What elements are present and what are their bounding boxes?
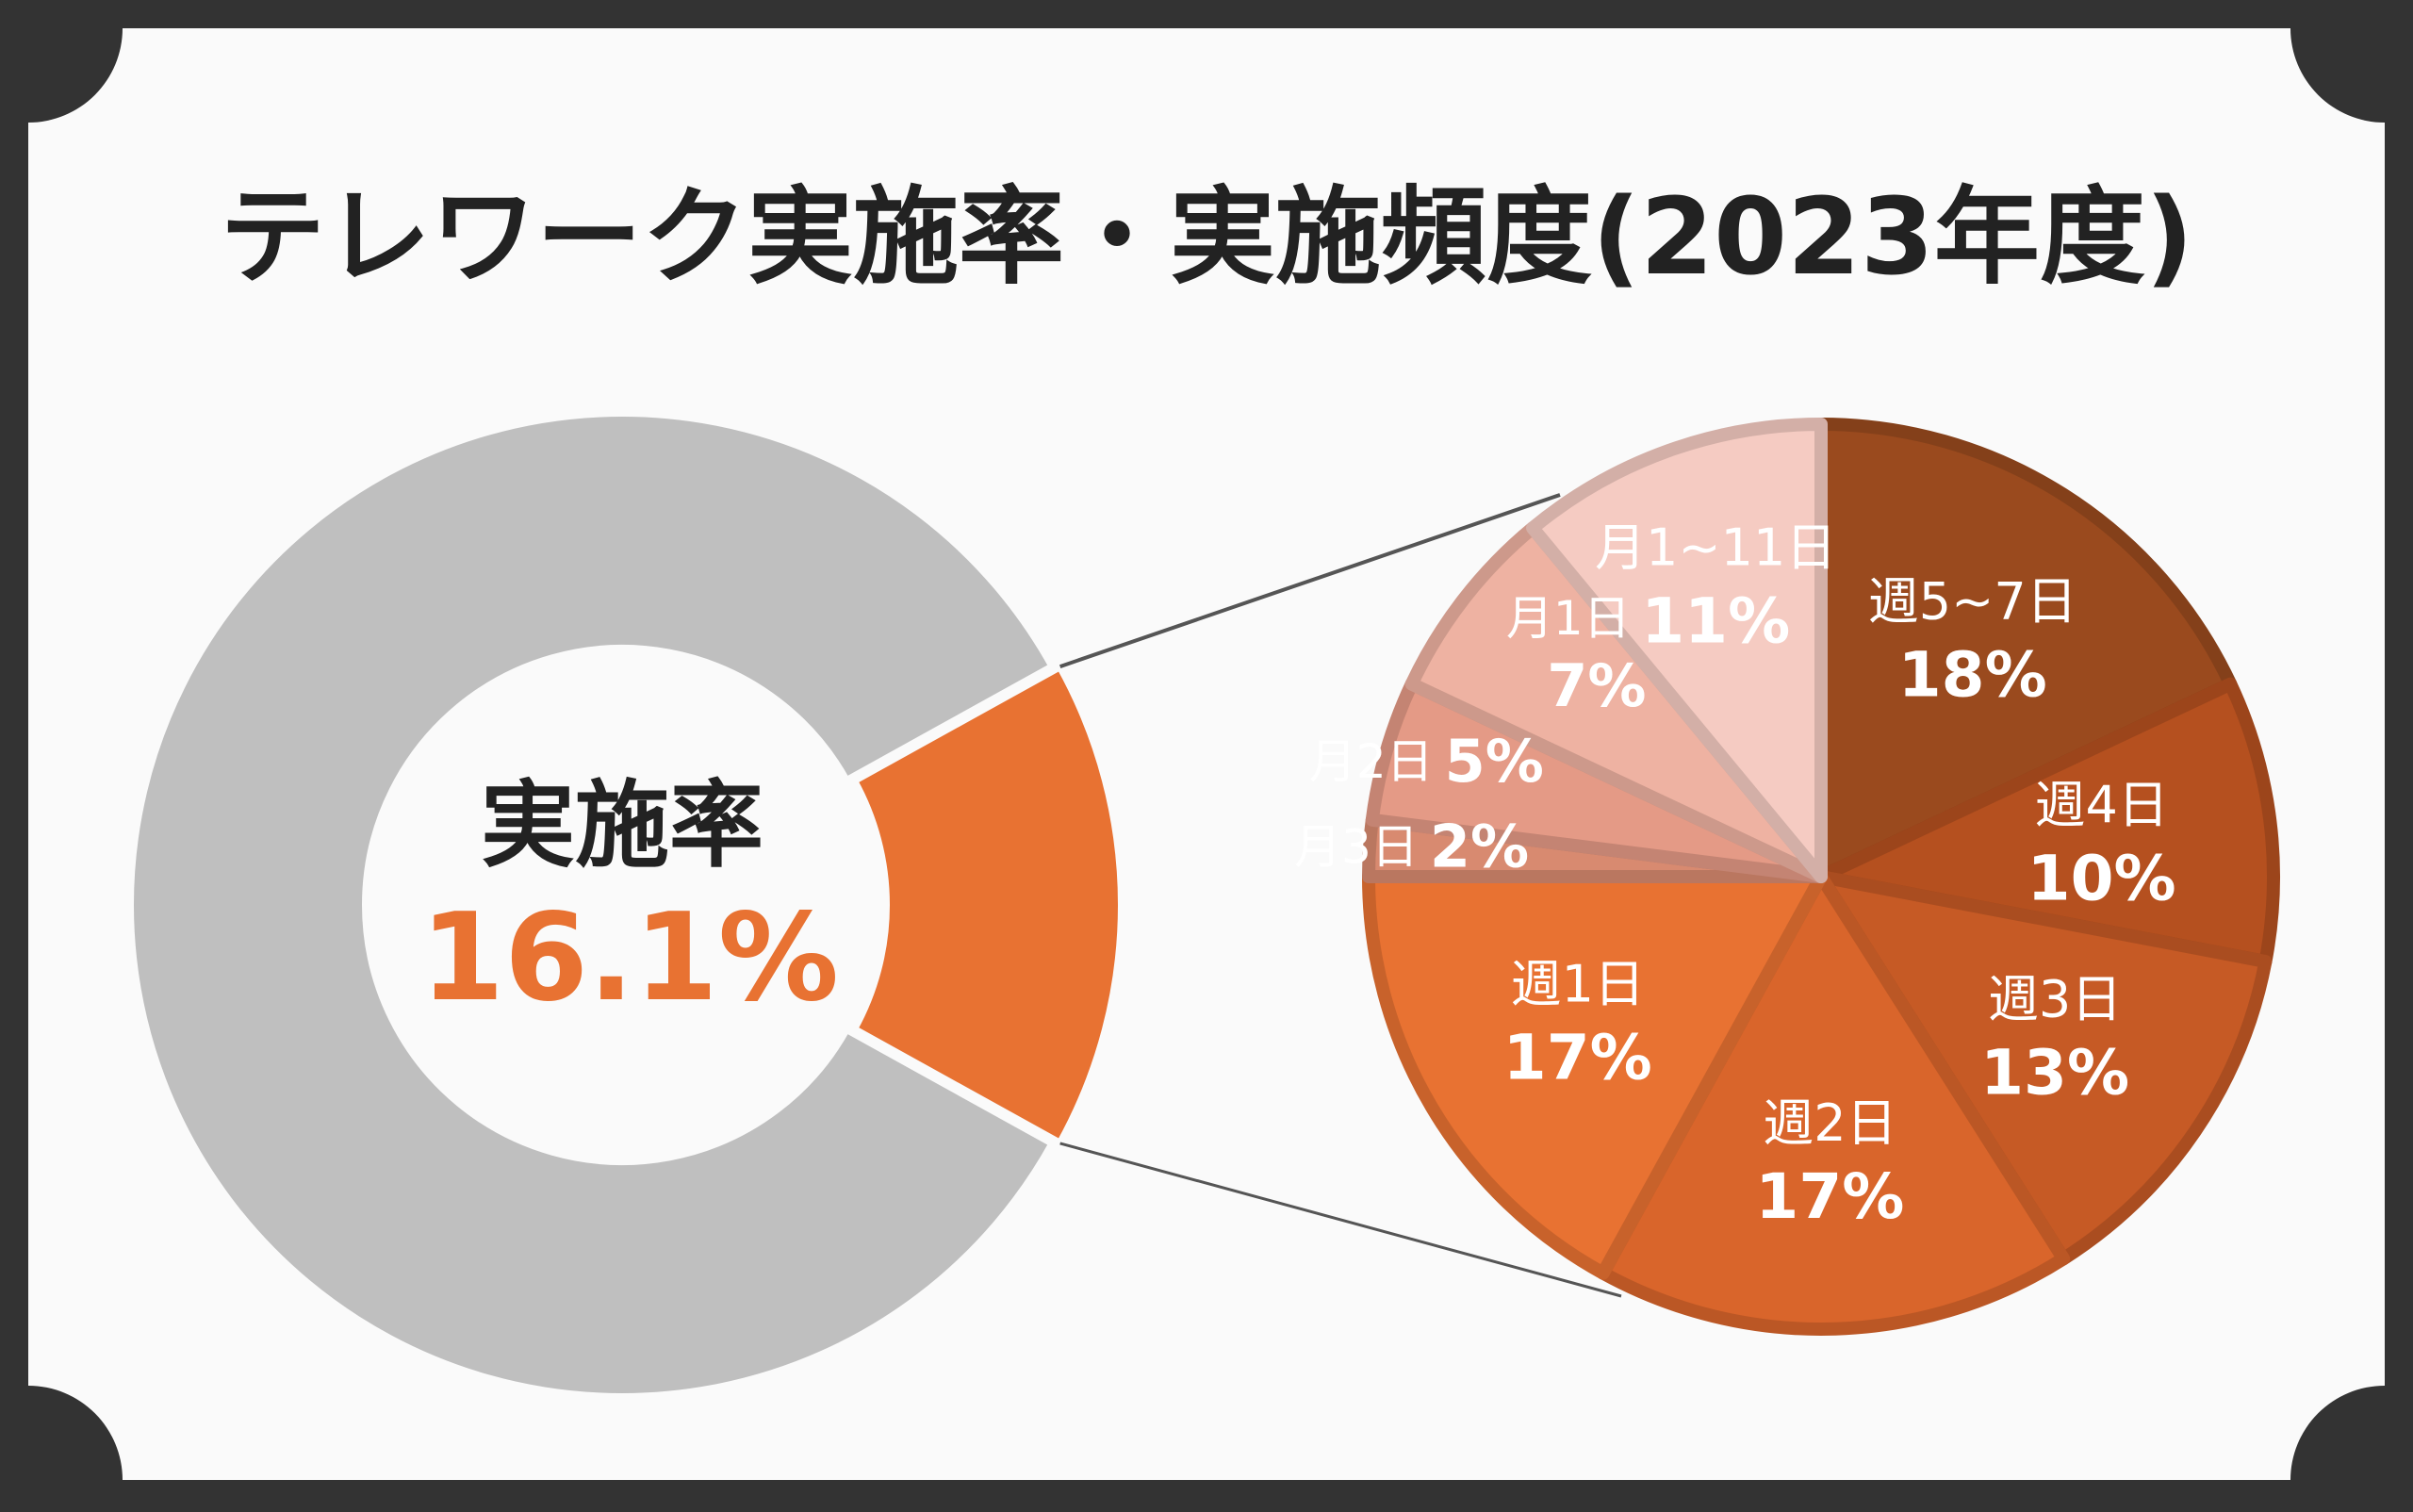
pie-label-name-1: 週4日 bbox=[2034, 775, 2168, 834]
pie-label-name-5: 月3日 bbox=[1294, 820, 1419, 875]
frequency-pie-chart: 週5~7日 18% 週4日 10% 週3日 13% 週2日 17% 週1日 17% 月3日 2% 月2日… bbox=[1294, 418, 2280, 1336]
donut-center-label: 実施率 bbox=[481, 770, 763, 880]
pie-label-value-0: 18% bbox=[1898, 639, 2047, 712]
connector-lines bbox=[1059, 493, 1622, 1298]
pie-slice-8 bbox=[1526, 418, 1828, 883]
connector-line-bottom bbox=[1059, 1142, 1622, 1298]
connector-line-top bbox=[1059, 493, 1561, 668]
pie-slice-2 bbox=[1814, 870, 2273, 1266]
donut-slice-rest bbox=[126, 409, 1059, 1401]
pie-label-value-1: 10% bbox=[2027, 842, 2176, 914]
pie-label-value-2: 13% bbox=[1980, 1037, 2129, 1109]
pie-label-value-8: 11% bbox=[1641, 585, 1790, 658]
pie-label-name-4: 週1日 bbox=[1511, 955, 1645, 1014]
pie-label-value-4: 17% bbox=[1503, 1022, 1652, 1094]
pie-label-name-3: 週2日 bbox=[1763, 1093, 1896, 1153]
pie-slice-4 bbox=[1362, 870, 1828, 1280]
pie-label-value-6: 5% bbox=[1445, 727, 1544, 796]
donut-center-value: 16.1% bbox=[420, 888, 839, 1028]
pie-slice-0 bbox=[1814, 418, 2238, 883]
pie-label-name-0: 週5~7日 bbox=[1868, 572, 2077, 632]
chart-title: テレワーク実施率・実施頻度(2023年度) bbox=[220, 176, 2193, 299]
donut-slice-implemented bbox=[848, 661, 1125, 1149]
pie-slice-7 bbox=[1404, 521, 1828, 883]
pie-label-name-7: 月1日 bbox=[1506, 591, 1631, 646]
pie-label-name-2: 週3日 bbox=[1988, 970, 2122, 1029]
pie-label-value-7: 7% bbox=[1547, 651, 1646, 720]
pie-label-value-5: 2% bbox=[1430, 813, 1529, 881]
pie-label-value-3: 17% bbox=[1755, 1160, 1904, 1233]
pie-slice-3 bbox=[1596, 870, 2071, 1336]
pie-label-name-6: 月2日 bbox=[1309, 734, 1434, 789]
donut-chart bbox=[126, 409, 1125, 1401]
pie-label-name-8: 月1~11日 bbox=[1595, 518, 1836, 578]
